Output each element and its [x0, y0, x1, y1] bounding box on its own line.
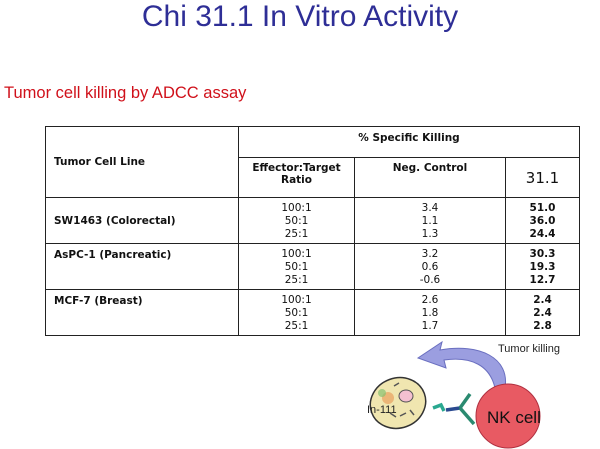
- header-specific-killing: % Specific Killing: [238, 126, 580, 158]
- value: 2.8: [533, 320, 552, 332]
- value: 25:1: [284, 228, 309, 240]
- header-neg-control: Neg. Control: [354, 157, 506, 198]
- value: 0.6: [421, 261, 439, 273]
- header-ratio: Effector:Target Ratio: [238, 157, 355, 198]
- isotope-label: In-111: [367, 404, 397, 416]
- nk-cell-label: NK cell: [487, 408, 541, 427]
- value: 1.3: [421, 228, 439, 240]
- slide-title: Chi 31.1 In Vitro Activity: [141, 0, 459, 33]
- ratio-values: 100:1 50:1 25:1: [238, 289, 355, 336]
- value: 50:1: [284, 307, 309, 319]
- value: 19.3: [529, 261, 556, 273]
- antibody-values: 30.3 19.3 12.7: [505, 243, 580, 290]
- value: 36.0: [529, 215, 556, 227]
- table-row: SW1463 (Colorectal) 100:1 50:1 25:1 3.4 1.1 1.…: [45, 197, 580, 244]
- value: 1.1: [421, 215, 439, 227]
- value: 3.4: [421, 202, 439, 214]
- table-row: AsPC-1 (Pancreatic) 100:1 50:1 25:1 3.2 0.6 -0…: [45, 243, 580, 290]
- neg-control-values: 2.6 1.8 1.7: [354, 289, 506, 336]
- value: 2.4: [533, 294, 552, 306]
- cell-line-name: SW1463 (Colorectal): [45, 197, 239, 244]
- cell-line-name: AsPC-1 (Pancreatic): [45, 243, 239, 290]
- adcc-illustration: [369, 340, 541, 449]
- value: 2.4: [533, 307, 552, 319]
- value: 51.0: [529, 202, 556, 214]
- value: 100:1: [281, 294, 312, 306]
- value: 25:1: [284, 320, 309, 332]
- value: 3.2: [421, 248, 439, 260]
- ratio-values: 100:1 50:1 25:1: [238, 243, 355, 290]
- value: 30.3: [529, 248, 556, 260]
- value: 2.6: [421, 294, 439, 306]
- cell-line-name: MCF-7 (Breast): [45, 289, 239, 336]
- value: 12.7: [529, 274, 556, 286]
- nk-cell-icon: [475, 383, 541, 449]
- slide-subtitle: Tumor cell killing by ADCC assay: [4, 84, 247, 102]
- value: 100:1: [281, 202, 312, 214]
- header-31-1: 31.1: [505, 157, 580, 198]
- antibody-values: 2.4 2.4 2.8: [505, 289, 580, 336]
- value: 25:1: [284, 274, 309, 286]
- table-row: MCF-7 (Breast) 100:1 50:1 25:1 2.6 1.8 1.7 2.4 2…: [45, 289, 580, 336]
- tumor-cell-icon: [369, 376, 427, 430]
- antibody-values: 51.0 36.0 24.4: [505, 197, 580, 244]
- ratio-values: 100:1 50:1 25:1: [238, 197, 355, 244]
- value: 24.4: [529, 228, 556, 240]
- neg-control-values: 3.4 1.1 1.3: [354, 197, 506, 244]
- tumor-killing-arrow: [416, 340, 507, 389]
- value: 50:1: [284, 261, 309, 273]
- value: 1.7: [421, 320, 439, 332]
- antibody-icon: [432, 392, 476, 426]
- value: 1.8: [421, 307, 439, 319]
- value: -0.6: [419, 274, 441, 286]
- value: 100:1: [281, 248, 312, 260]
- results-table: Tumor Cell Line % Specific Killing Effec…: [45, 126, 580, 336]
- tumor-killing-label: Tumor killing: [498, 343, 560, 355]
- value: 50:1: [284, 215, 309, 227]
- neg-control-values: 3.2 0.6 -0.6: [354, 243, 506, 290]
- header-cell-line: Tumor Cell Line: [45, 126, 239, 198]
